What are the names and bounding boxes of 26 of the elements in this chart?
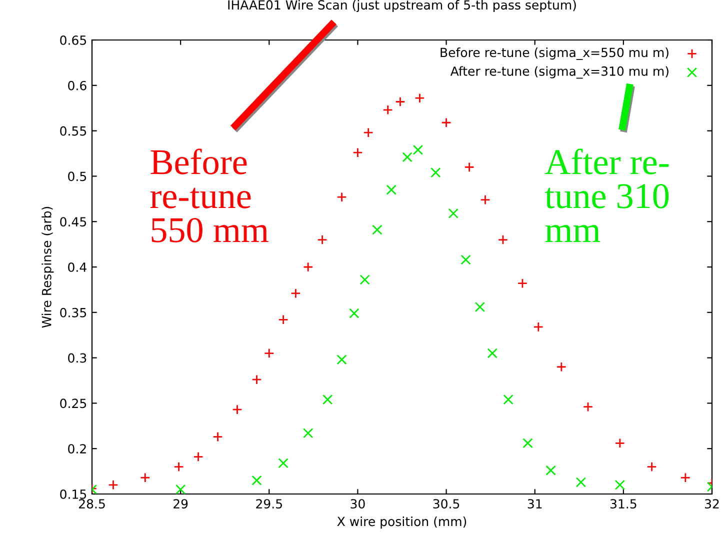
x-tick-label: 31.5 (610, 499, 636, 509)
chart-title: IHAAE01 Wire Scan (just upstream of 5-th pass septum) (228, 0, 576, 12)
y-tick-label: 0.5 (68, 172, 86, 182)
y-tick-label: 0.3 (68, 353, 86, 363)
x-tick-label: 31 (528, 499, 542, 509)
y-tick-label: 0.2 (68, 444, 86, 454)
y-tick-label: 0.35 (60, 308, 86, 318)
legend-label: Before re-tune (sigma_x=550 mu m) (440, 48, 668, 60)
x-axis-title: X wire position (mm) (337, 516, 466, 529)
y-tick-label: 0.4 (68, 262, 86, 272)
x-tick-label: 32 (705, 499, 719, 509)
y-tick-label: 0.45 (60, 217, 86, 227)
y-axis-title: Wire Respinse (arb) (42, 206, 54, 328)
y-tick-label: 0.6 (68, 80, 86, 90)
annotation: Before re-tune 550 mm (150, 148, 268, 242)
y-tick-label: 0.55 (60, 126, 86, 136)
y-tick-label: 0.15 (60, 489, 86, 499)
y-tick-label: 0.25 (60, 398, 86, 408)
legend-label: After re-tune (sigma_x=310 mu m) (450, 66, 668, 79)
x-tick-label: 30.5 (433, 499, 460, 509)
x-tick-label: 30 (350, 499, 365, 509)
x-tick-label: 29.5 (256, 499, 282, 509)
y-tick-label: 0.65 (60, 35, 86, 45)
x-tick-label: 29 (174, 499, 188, 509)
x-tick-label: 28.5 (79, 499, 105, 509)
annotation: After re- tune 310 mm (544, 148, 669, 242)
